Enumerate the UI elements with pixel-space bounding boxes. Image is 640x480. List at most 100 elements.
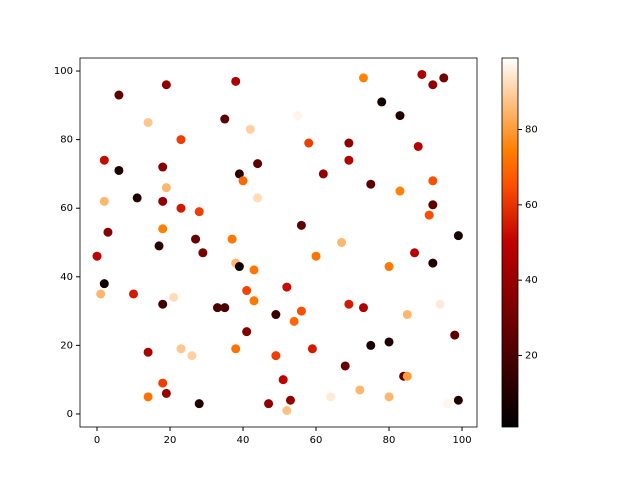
- point: [158, 299, 168, 309]
- plot-frame: [79, 57, 478, 428]
- point: [417, 69, 427, 79]
- point: [355, 385, 365, 395]
- y-tick-label: 100: [54, 66, 73, 77]
- point: [271, 310, 281, 320]
- point: [442, 399, 452, 409]
- x-tick-label: 40: [237, 435, 250, 446]
- point: [169, 292, 179, 302]
- point: [161, 80, 171, 90]
- point: [410, 248, 420, 258]
- point: [238, 176, 248, 186]
- point: [194, 399, 204, 409]
- point: [344, 299, 354, 309]
- point: [249, 296, 259, 306]
- point: [99, 196, 109, 206]
- point: [318, 169, 328, 179]
- point: [227, 234, 237, 244]
- point: [114, 165, 124, 175]
- point: [234, 262, 244, 272]
- point: [428, 80, 438, 90]
- point: [366, 340, 376, 350]
- point: [337, 238, 347, 247]
- point: [143, 347, 153, 357]
- point: [424, 210, 434, 220]
- point: [220, 303, 230, 313]
- point: [435, 299, 445, 309]
- point: [384, 392, 394, 402]
- point: [358, 303, 368, 313]
- point: [234, 169, 244, 179]
- point: [402, 310, 412, 320]
- point: [187, 351, 197, 361]
- point: [428, 200, 438, 210]
- point: [450, 330, 460, 340]
- point: [253, 193, 263, 203]
- point: [326, 392, 336, 402]
- point: [344, 155, 354, 165]
- point: [307, 344, 317, 354]
- point: [304, 138, 314, 148]
- point: [413, 141, 423, 151]
- point: [176, 135, 186, 145]
- y-tick-label: 20: [60, 340, 73, 351]
- colorbar-tick-label: 60: [525, 200, 538, 211]
- point: [242, 327, 252, 337]
- y-tick-label: 60: [60, 203, 73, 214]
- x-tick-label: 100: [452, 435, 471, 446]
- point: [264, 399, 274, 409]
- point: [154, 241, 164, 251]
- point: [395, 186, 405, 196]
- point: [428, 258, 438, 268]
- point: [176, 203, 186, 213]
- colorbar-tick-label: 40: [525, 275, 538, 286]
- point: [114, 90, 124, 100]
- point: [395, 111, 405, 121]
- point: [176, 344, 186, 354]
- point: [358, 73, 368, 83]
- point: [220, 114, 230, 124]
- point: [428, 176, 438, 186]
- point: [99, 279, 109, 289]
- y-tick-label: 80: [60, 135, 73, 146]
- point: [158, 162, 168, 172]
- point: [384, 337, 394, 347]
- point: [103, 227, 113, 237]
- point: [231, 344, 241, 354]
- point: [453, 231, 463, 241]
- point: [366, 179, 376, 189]
- x-tick-label: 80: [383, 435, 396, 446]
- point: [296, 220, 306, 230]
- point: [96, 289, 106, 299]
- point: [402, 371, 412, 381]
- x-tick-label: 60: [310, 435, 323, 446]
- x-tick-label: 20: [164, 435, 177, 446]
- point: [453, 395, 463, 405]
- y-tick-label: 0: [67, 409, 73, 420]
- point: [278, 375, 288, 385]
- point: [158, 224, 168, 234]
- point: [271, 351, 281, 361]
- point: [439, 73, 449, 83]
- point: [129, 289, 139, 299]
- point: [253, 159, 263, 169]
- point: [92, 251, 102, 261]
- point: [296, 306, 306, 316]
- point: [311, 251, 321, 261]
- point: [143, 117, 153, 127]
- point: [194, 207, 204, 217]
- x-tick-label: 0: [94, 435, 100, 446]
- y-tick-label: 40: [60, 272, 73, 283]
- point: [132, 193, 142, 203]
- point: [231, 76, 241, 86]
- point: [344, 138, 354, 148]
- point: [340, 361, 350, 371]
- point: [161, 183, 171, 193]
- point: [249, 265, 259, 275]
- point: [285, 395, 295, 405]
- point: [289, 316, 299, 326]
- point: [282, 406, 292, 416]
- point: [212, 303, 222, 313]
- point: [143, 392, 153, 402]
- colorbar: [501, 57, 519, 428]
